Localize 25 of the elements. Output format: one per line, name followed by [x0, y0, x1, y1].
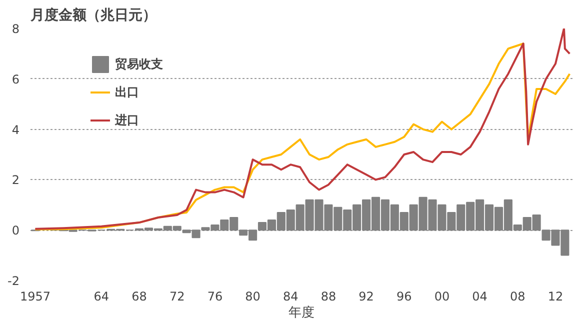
y-tick-label: 0: [12, 224, 20, 238]
x-tick-label: 88: [320, 290, 336, 304]
y-tick-label: -2: [8, 274, 20, 288]
x-tick-label: 04: [472, 290, 488, 304]
x-tick-label: 84: [282, 290, 298, 304]
legend-label: 贸易收支: [115, 56, 163, 72]
x-tick-label: 12: [548, 290, 564, 304]
x-tick-label: 00: [434, 290, 450, 304]
x-tick-label: 80: [245, 290, 260, 304]
chart-title: 月度金额（兆日元）: [30, 6, 156, 24]
legend-label: 出口: [115, 84, 139, 100]
y-tick-label: 8: [12, 22, 20, 36]
y-tick-label: 6: [12, 72, 20, 86]
x-tick-label: 68: [132, 290, 147, 304]
x-tick-label: 64: [94, 290, 110, 304]
y-tick-label: 2: [12, 173, 20, 188]
x-tick-label: 08: [510, 290, 526, 304]
x-tick-label: 72: [169, 290, 185, 304]
y-tick-label: 4: [12, 122, 20, 137]
x-tick-label: 76: [207, 290, 223, 304]
legend-label: 进口: [115, 112, 139, 128]
x-tick-label: 1957: [20, 290, 51, 304]
x-axis-title: 年度: [288, 304, 314, 320]
x-tick-label: 96: [396, 290, 412, 304]
x-tick-label: 92: [358, 290, 374, 304]
